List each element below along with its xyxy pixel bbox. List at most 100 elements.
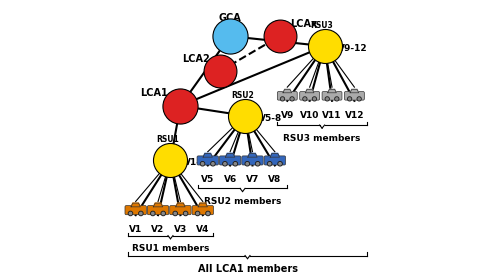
Circle shape	[256, 162, 260, 166]
Text: LCA1: LCA1	[140, 88, 168, 98]
FancyBboxPatch shape	[264, 156, 285, 165]
Circle shape	[202, 163, 203, 165]
Circle shape	[196, 211, 200, 215]
FancyBboxPatch shape	[344, 91, 364, 100]
Polygon shape	[248, 153, 257, 157]
Text: V9: V9	[280, 111, 294, 120]
Circle shape	[211, 162, 215, 166]
Text: RSU2: RSU2	[231, 91, 254, 100]
Polygon shape	[198, 203, 207, 207]
Circle shape	[130, 212, 132, 215]
Text: V7: V7	[246, 175, 259, 184]
Circle shape	[128, 211, 132, 215]
FancyBboxPatch shape	[300, 91, 320, 100]
Circle shape	[162, 212, 164, 215]
FancyBboxPatch shape	[278, 91, 297, 100]
Circle shape	[207, 212, 209, 215]
Text: V2: V2	[152, 225, 164, 234]
Text: V9-12: V9-12	[338, 44, 368, 53]
Circle shape	[278, 162, 282, 166]
Circle shape	[224, 163, 226, 165]
Text: V1-4: V1-4	[184, 158, 208, 167]
Circle shape	[314, 98, 316, 100]
Polygon shape	[306, 89, 314, 93]
Text: V12: V12	[344, 111, 364, 120]
Circle shape	[291, 98, 293, 100]
Text: GCA: GCA	[218, 13, 242, 23]
Circle shape	[212, 163, 214, 165]
Text: RSU1 members: RSU1 members	[132, 244, 209, 254]
Circle shape	[348, 98, 350, 100]
Circle shape	[303, 97, 307, 101]
Circle shape	[233, 162, 237, 166]
Polygon shape	[226, 153, 235, 157]
Circle shape	[312, 97, 316, 101]
Circle shape	[326, 98, 328, 100]
FancyBboxPatch shape	[197, 156, 218, 165]
FancyBboxPatch shape	[242, 156, 263, 165]
Point	[276, 34, 284, 38]
Circle shape	[348, 97, 352, 101]
Text: RSU3: RSU3	[310, 21, 334, 30]
Circle shape	[200, 162, 204, 166]
Text: V6: V6	[224, 175, 236, 184]
Circle shape	[358, 97, 361, 101]
Polygon shape	[131, 203, 140, 207]
Circle shape	[280, 97, 284, 101]
Text: V4: V4	[196, 225, 209, 234]
Circle shape	[206, 211, 210, 215]
FancyBboxPatch shape	[220, 156, 241, 165]
Circle shape	[173, 211, 178, 215]
Circle shape	[256, 163, 259, 165]
FancyBboxPatch shape	[170, 206, 191, 215]
Point	[241, 113, 249, 118]
Text: RSU1: RSU1	[156, 135, 180, 144]
Point	[166, 158, 174, 163]
Circle shape	[161, 211, 166, 215]
Circle shape	[336, 98, 338, 100]
Circle shape	[184, 211, 188, 215]
Polygon shape	[176, 203, 185, 207]
Circle shape	[282, 98, 284, 100]
Circle shape	[184, 212, 186, 215]
Circle shape	[246, 163, 248, 165]
Text: V11: V11	[322, 111, 342, 120]
Circle shape	[234, 163, 236, 165]
Circle shape	[268, 162, 272, 166]
Point	[320, 44, 328, 48]
Circle shape	[245, 162, 250, 166]
Circle shape	[279, 163, 281, 165]
Point	[226, 34, 234, 38]
Text: RSU3 members: RSU3 members	[284, 134, 361, 143]
Polygon shape	[350, 89, 358, 93]
Text: V5-8: V5-8	[258, 114, 282, 123]
Text: LCAx: LCAx	[290, 19, 317, 29]
FancyBboxPatch shape	[148, 206, 169, 215]
Text: All LCA1 members: All LCA1 members	[198, 264, 298, 274]
Circle shape	[174, 212, 176, 215]
Circle shape	[290, 97, 294, 101]
Circle shape	[139, 211, 143, 215]
Circle shape	[268, 163, 271, 165]
Circle shape	[196, 212, 198, 215]
Polygon shape	[328, 89, 336, 93]
Text: V8: V8	[268, 175, 281, 184]
Polygon shape	[283, 89, 292, 93]
Circle shape	[140, 212, 142, 215]
FancyBboxPatch shape	[125, 206, 146, 215]
Text: V3: V3	[174, 225, 187, 234]
Circle shape	[151, 211, 155, 215]
Circle shape	[326, 97, 329, 101]
FancyBboxPatch shape	[322, 91, 342, 100]
Polygon shape	[154, 203, 163, 207]
Circle shape	[304, 98, 306, 100]
Text: LCA2: LCA2	[182, 54, 210, 64]
FancyBboxPatch shape	[192, 206, 214, 215]
Point	[216, 69, 224, 73]
Text: RSU2 members: RSU2 members	[204, 197, 281, 206]
Circle shape	[152, 212, 154, 215]
Text: V10: V10	[300, 111, 320, 120]
Circle shape	[223, 162, 227, 166]
Polygon shape	[270, 153, 280, 157]
Circle shape	[335, 97, 338, 101]
